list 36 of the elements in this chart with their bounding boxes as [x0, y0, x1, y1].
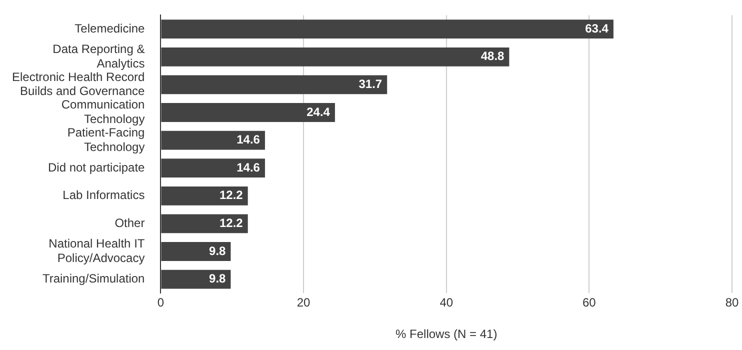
data-label: 14.6 [236, 132, 260, 147]
data-label: 31.7 [358, 77, 382, 92]
x-tick-label: 20 [296, 296, 311, 310]
y-tick-label: Electronic Health Record Builds and Governance [12, 70, 146, 98]
bar [161, 75, 388, 94]
data-label: 24.4 [306, 104, 330, 119]
x-tick-label: 60 [582, 296, 596, 310]
y-tick-label: Training/Simulation [42, 272, 145, 286]
bar [161, 20, 614, 39]
bar [161, 270, 231, 289]
bar [161, 158, 265, 178]
data-label: 9.8 [209, 272, 226, 286]
bar [161, 242, 231, 261]
y-tick-label: Patient-Facing Technology [67, 125, 145, 154]
y-tick-label: Telemedicine [74, 21, 146, 36]
data-label: 14.6 [236, 160, 260, 174]
y-tick-label: Did not participate [48, 160, 146, 174]
y-tick-label: Data Reporting & Analytics [52, 42, 145, 70]
data-label: 48.8 [480, 49, 505, 64]
y-tick-label: National Health IT Policy/Advocacy [48, 236, 146, 266]
data-label: 63.4 [585, 21, 609, 36]
x-axis-title: % Fellows (N = 41) [396, 327, 498, 342]
bar [161, 130, 265, 150]
y-tick-label: Communication Technology [61, 98, 145, 126]
bar [161, 47, 510, 66]
y-tick-label: Other [114, 216, 145, 230]
bar [161, 103, 335, 122]
y-tick-label: Lab Informatics [62, 188, 145, 202]
data-label: 12.2 [219, 188, 244, 202]
x-tick-label: 80 [725, 296, 739, 310]
x-tick-label: 40 [440, 296, 454, 310]
x-tick-label: 0 [157, 296, 164, 310]
data-label: 12.2 [219, 216, 244, 230]
bar [161, 186, 248, 206]
bar [161, 214, 248, 234]
data-label: 9.8 [209, 244, 226, 258]
